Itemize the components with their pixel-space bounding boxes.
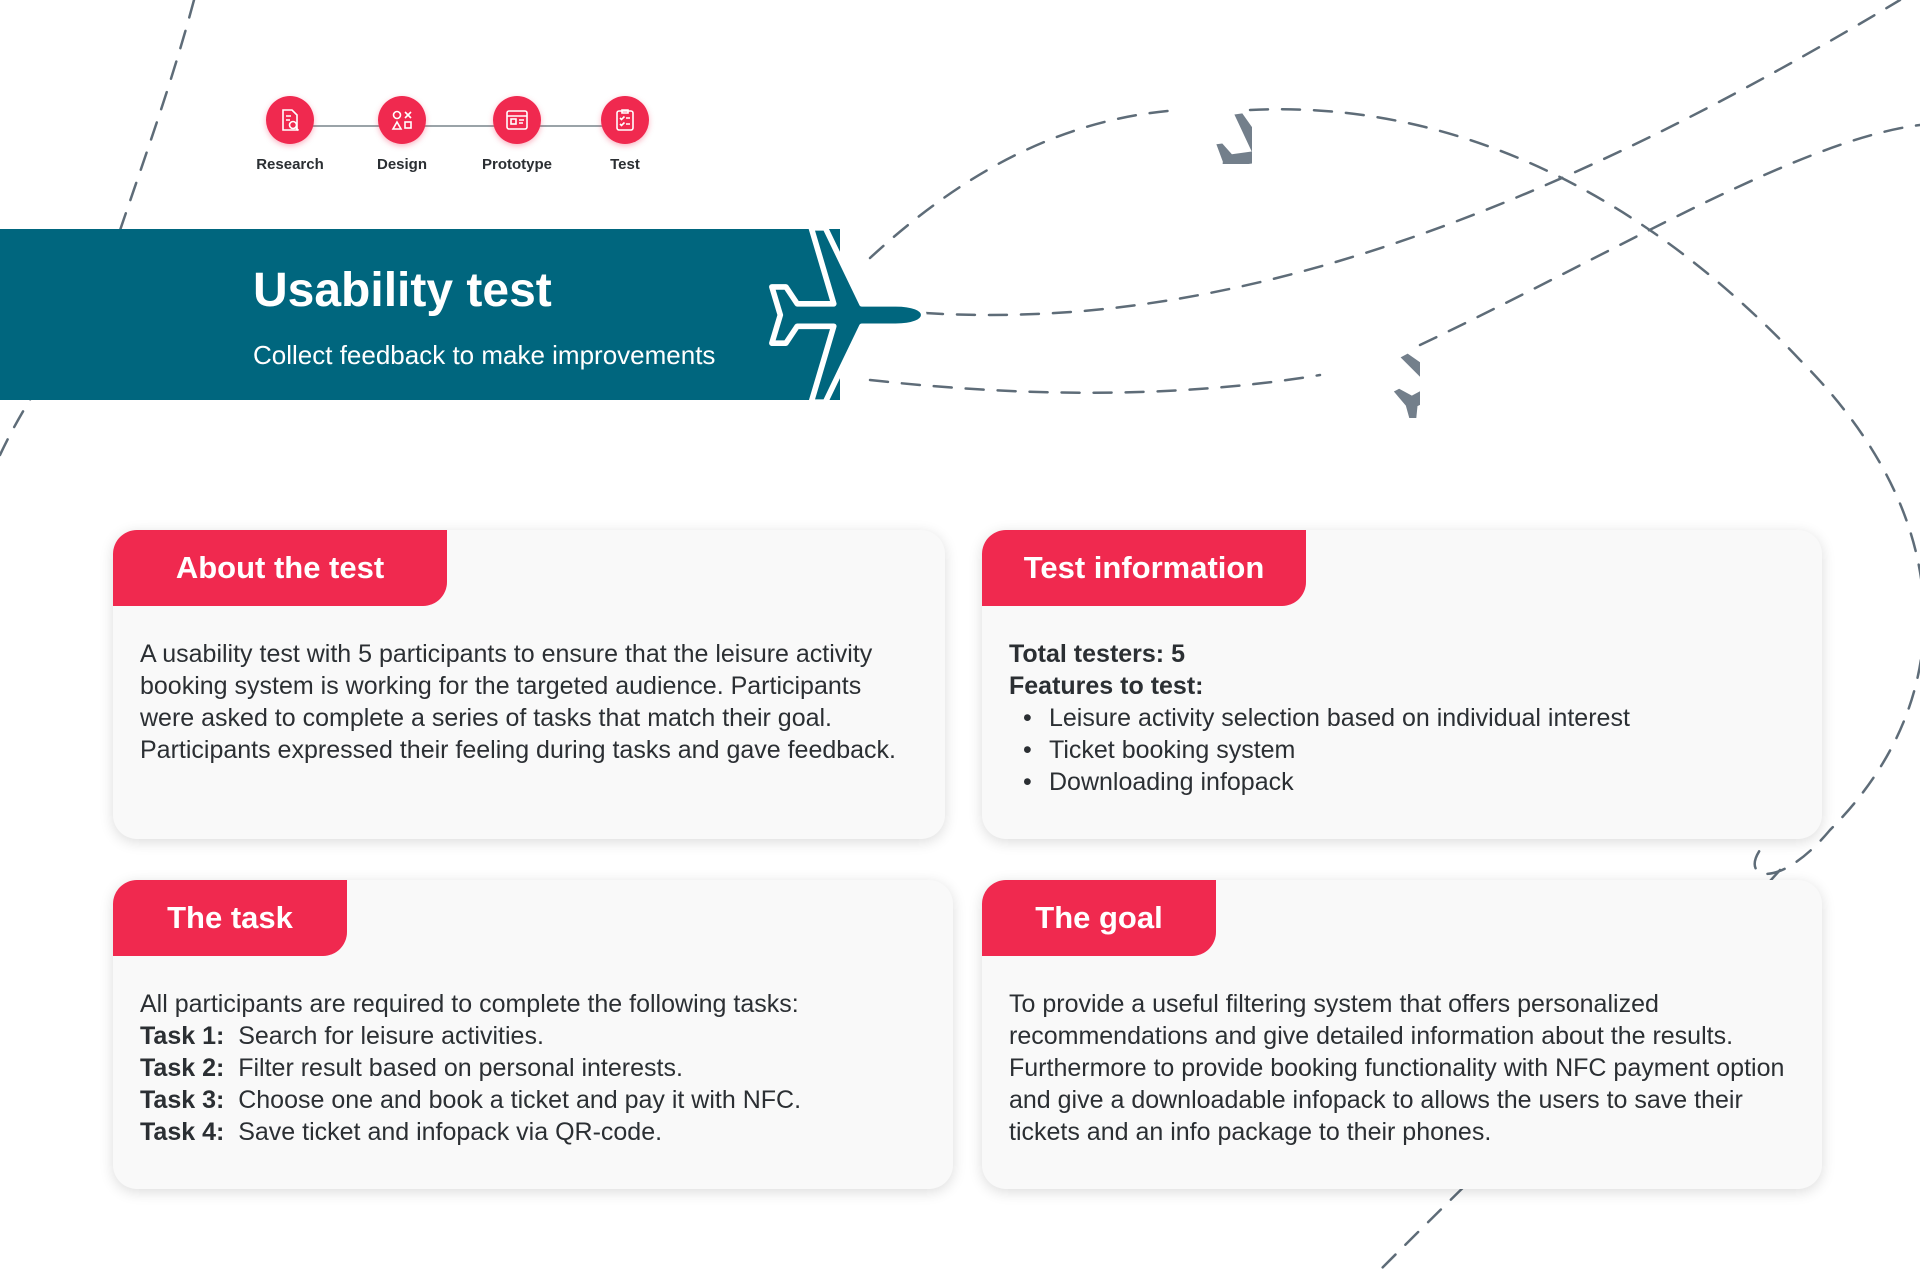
task-text: Choose one and book a ticket and pay it …	[238, 1086, 802, 1114]
step-label: Design	[376, 156, 427, 173]
plane-icon	[1152, 64, 1252, 164]
prototype-icon	[493, 96, 541, 144]
step-label: Research	[256, 156, 324, 173]
features-list: Leisure activity selection based on indi…	[1009, 702, 1798, 798]
flight-path-loop	[1248, 108, 1920, 876]
step-test: Test	[570, 96, 680, 173]
task-label: Task 3:	[140, 1086, 225, 1114]
header-banner	[0, 229, 840, 400]
task-card: The task All participants are required t…	[113, 880, 953, 1189]
task-row: Task 4: Save ticket and infopack via QR-…	[140, 1116, 929, 1148]
goal-card-title: The goal	[982, 880, 1216, 956]
list-item: Leisure activity selection based on indi…	[1009, 702, 1798, 734]
task-card-body: All participants are required to complet…	[140, 988, 929, 1148]
goal-card-body: To provide a useful filtering system tha…	[1009, 988, 1798, 1148]
steps-connector	[290, 125, 630, 127]
task-row: Task 3: Choose one and book a ticket and…	[140, 1084, 929, 1116]
page-title: Usability test	[253, 264, 552, 317]
plane-icon	[769, 225, 927, 405]
flight-path-right	[1418, 123, 1920, 347]
task-row: Task 1: Search for leisure activities.	[140, 1020, 929, 1052]
step-research: Research	[235, 96, 345, 173]
page-subtitle: Collect feedback to make improvements	[253, 340, 716, 370]
task-row: Task 2: Filter result based on personal …	[140, 1052, 929, 1084]
info-card: Test information Total testers: 5 Featur…	[982, 530, 1822, 839]
list-item: Downloading infopack	[1009, 766, 1798, 798]
process-steps: Research Design Prototype Test	[240, 96, 660, 176]
info-card-body: Total testers: 5 Features to test: Leisu…	[1009, 638, 1798, 798]
list-item: Ticket booking system	[1009, 734, 1798, 766]
task-card-title: The task	[113, 880, 347, 956]
step-label: Test	[610, 156, 640, 173]
task-text: Save ticket and infopack via QR-code.	[238, 1118, 663, 1146]
about-card-body: A usability test with 5 participants to …	[140, 638, 921, 766]
goal-card: The goal To provide a useful filtering s…	[982, 880, 1822, 1189]
task-label: Task 1:	[140, 1022, 225, 1050]
design-icon	[378, 96, 426, 144]
about-text: A usability test with 5 participants to …	[140, 640, 897, 764]
step-design: Design	[347, 96, 457, 173]
research-icon	[266, 96, 314, 144]
flight-path-top	[868, 108, 1182, 260]
goal-text: To provide a useful filtering system tha…	[1009, 990, 1785, 1146]
test-icon	[601, 96, 649, 144]
task-label: Task 2:	[140, 1054, 225, 1082]
task-text: Search for leisure activities.	[238, 1022, 544, 1050]
step-prototype: Prototype	[462, 96, 572, 173]
task-intro: All participants are required to complet…	[140, 990, 799, 1018]
info-card-title: Test information	[982, 530, 1306, 606]
flight-path-middle	[923, 0, 1902, 317]
step-label: Prototype	[481, 156, 552, 173]
total-testers: Total testers: 5	[1009, 640, 1185, 668]
task-label: Task 4:	[140, 1118, 225, 1146]
plane-icon	[1320, 318, 1420, 418]
about-card: About the test A usability test with 5 p…	[113, 530, 945, 839]
task-text: Filter result based on personal interest…	[238, 1054, 683, 1082]
features-heading: Features to test:	[1009, 672, 1204, 700]
about-card-title: About the test	[113, 530, 447, 606]
flight-path-banner	[868, 373, 1322, 394]
